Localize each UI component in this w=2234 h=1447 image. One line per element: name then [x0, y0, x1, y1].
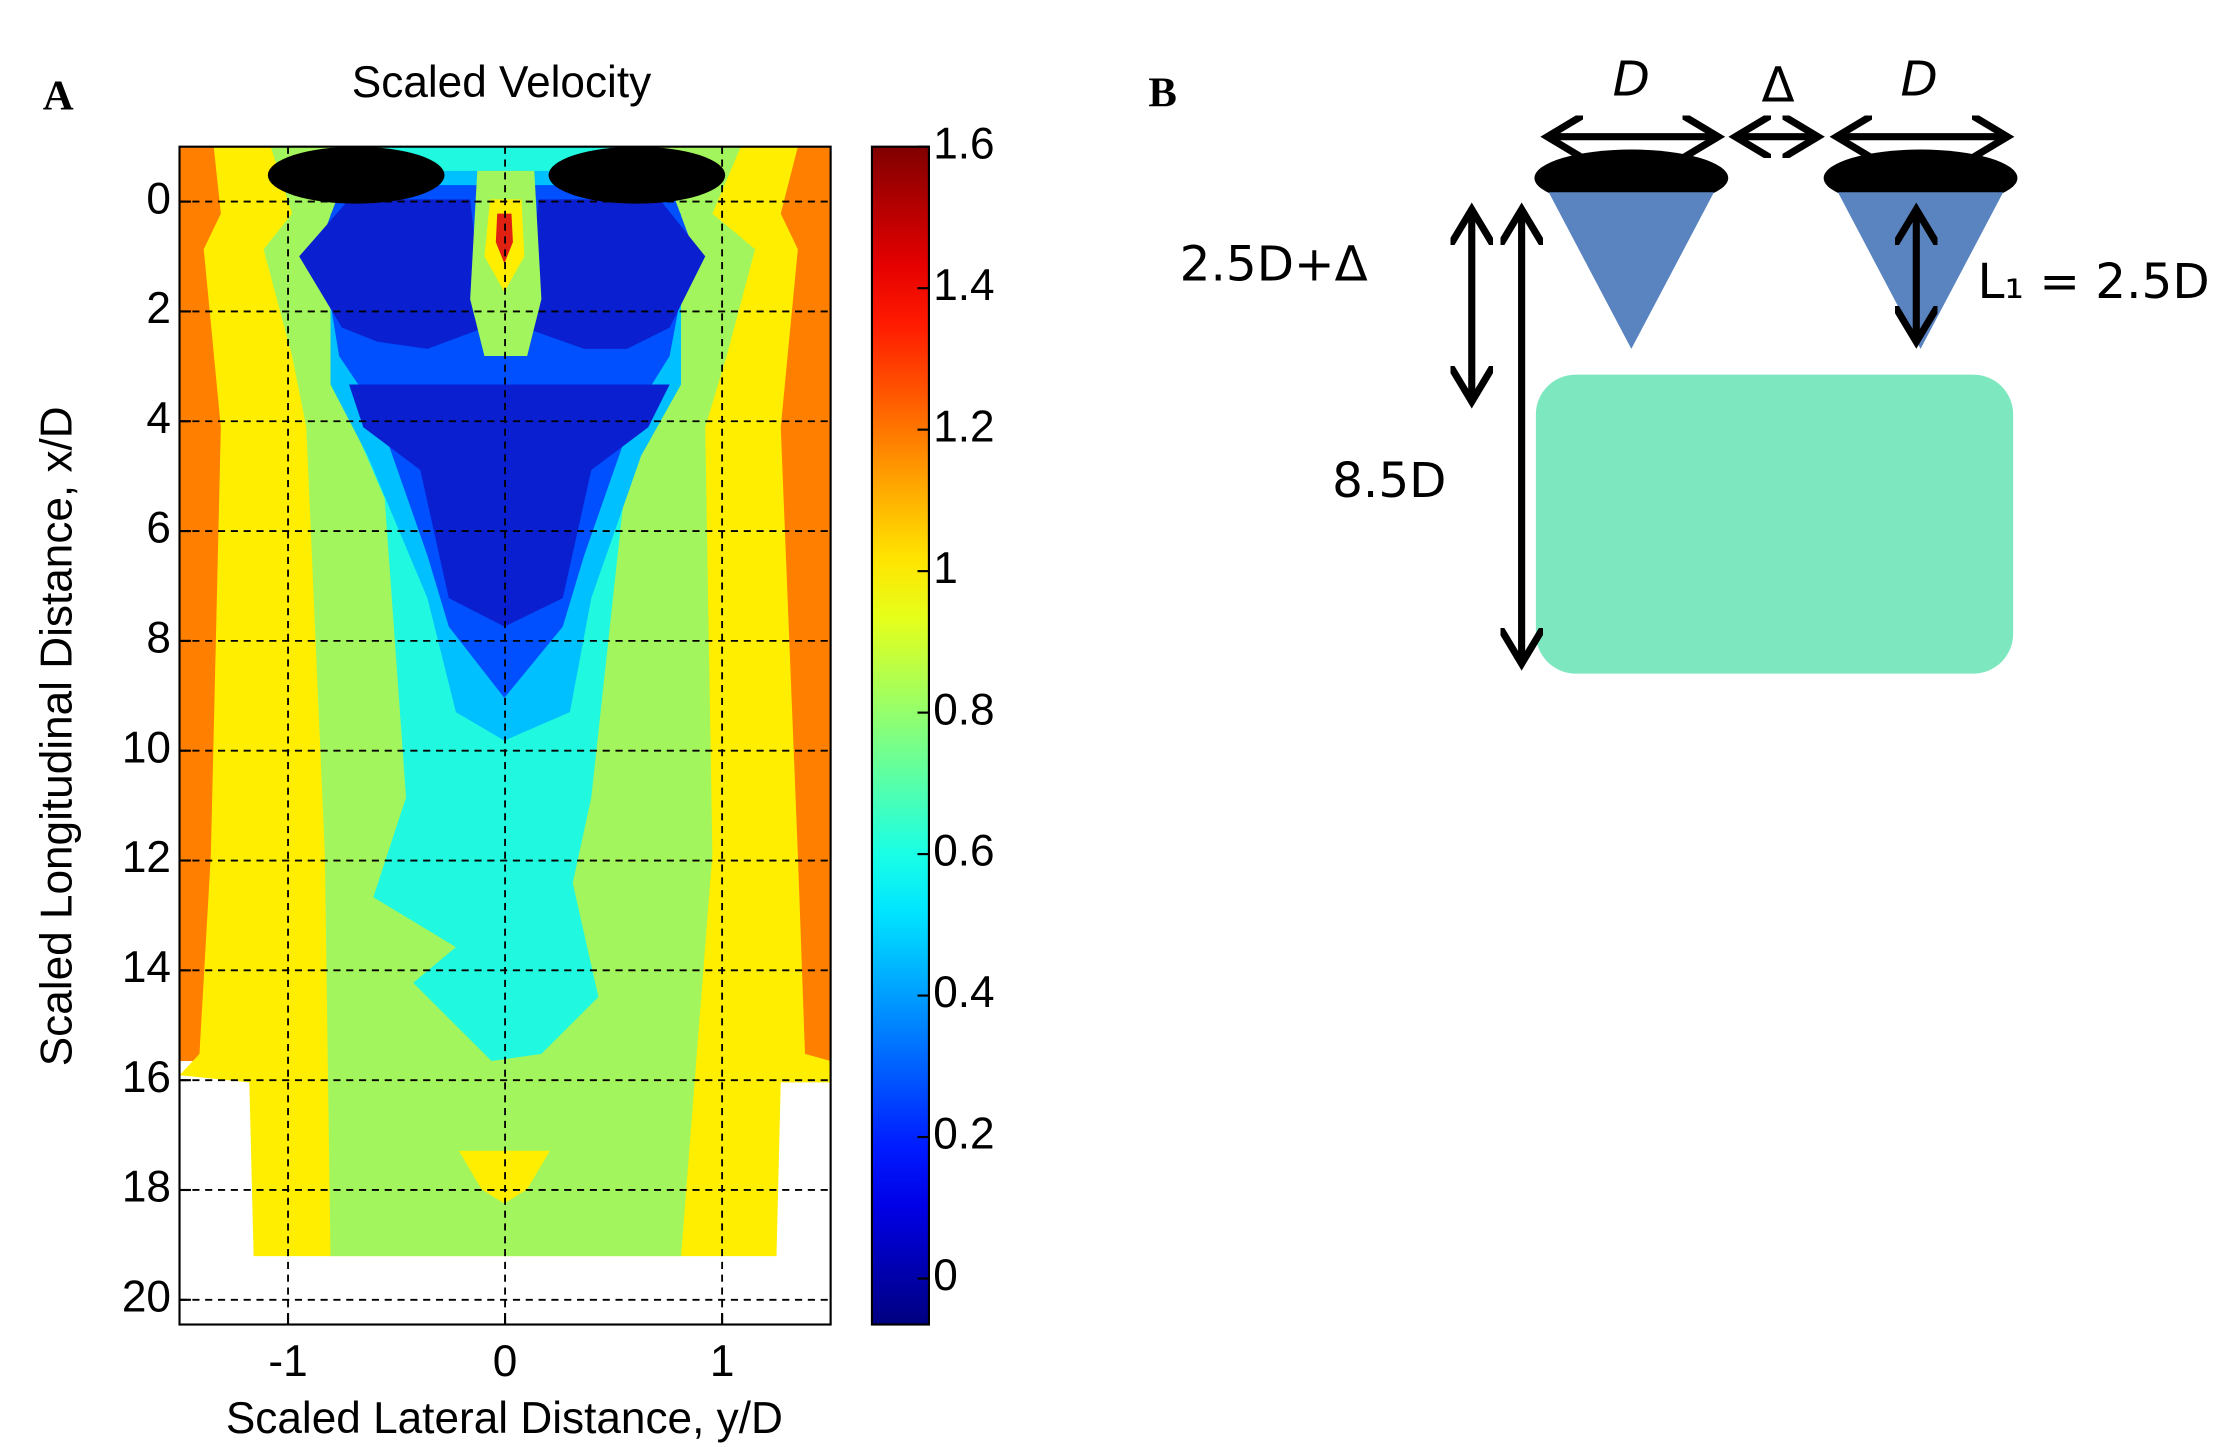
- y-tick-label: 14: [122, 943, 171, 992]
- colorbar-tick-label: 0.4: [933, 968, 994, 1017]
- diagram-label: 2.5D+Δ: [1180, 237, 1368, 293]
- y-tick-label: 0: [146, 174, 171, 223]
- x-axis-label: Scaled Lateral Distance, y/D: [226, 1394, 783, 1443]
- jet-source: [548, 146, 726, 204]
- grid: [179, 146, 831, 1325]
- jet-source: [267, 146, 445, 204]
- x-tick-label: 1: [710, 1337, 735, 1386]
- diagram-label: D: [1613, 52, 1650, 108]
- contour-region: [349, 384, 670, 627]
- x-tick-label: 0: [493, 1337, 518, 1386]
- y-tick-label: 6: [146, 504, 171, 553]
- colorbar-tick-label: 1.4: [933, 261, 994, 310]
- colorbar-tick-label: 0.2: [933, 1110, 994, 1159]
- diagram-label: 8.5D: [1332, 453, 1446, 509]
- x-tick-label: -1: [268, 1337, 307, 1386]
- y-tick-label: 12: [122, 833, 171, 882]
- y-tick-label: 4: [146, 394, 171, 443]
- chart-title: Scaled Velocity: [352, 58, 651, 107]
- colorbar: [870, 145, 931, 1326]
- y-tick-label: 10: [122, 723, 171, 772]
- diagram-label: D: [1900, 52, 1937, 108]
- colorbar-tick-label: 0.8: [933, 685, 994, 734]
- colorbar-tick-label: 1.2: [933, 402, 994, 451]
- plot-frame: [178, 145, 832, 1326]
- colorbar-tick-label: 0.6: [933, 827, 994, 876]
- y-tick-label: 20: [122, 1272, 171, 1321]
- y-tick-label: 2: [146, 284, 171, 333]
- colorbar-tick-label: 1.6: [933, 119, 994, 168]
- colorbar-tick-label: 1: [933, 544, 958, 593]
- diagram-label: L₁ = 2.5D: [1978, 254, 2210, 310]
- y-tick-label: 16: [122, 1053, 171, 1102]
- y-tick-label: 18: [122, 1163, 171, 1212]
- target-region: [1535, 374, 2014, 674]
- y-axis-label: Scaled Longitudinal Distance, x/D: [32, 406, 81, 1066]
- y-tick-label: 8: [146, 614, 171, 663]
- cone: [1548, 192, 1714, 349]
- panel-label: A: [43, 73, 74, 120]
- colorbar-tick-label: 0: [933, 1251, 958, 1300]
- diagram-label: Δ: [1762, 57, 1795, 113]
- panel-label: B: [1148, 70, 1177, 117]
